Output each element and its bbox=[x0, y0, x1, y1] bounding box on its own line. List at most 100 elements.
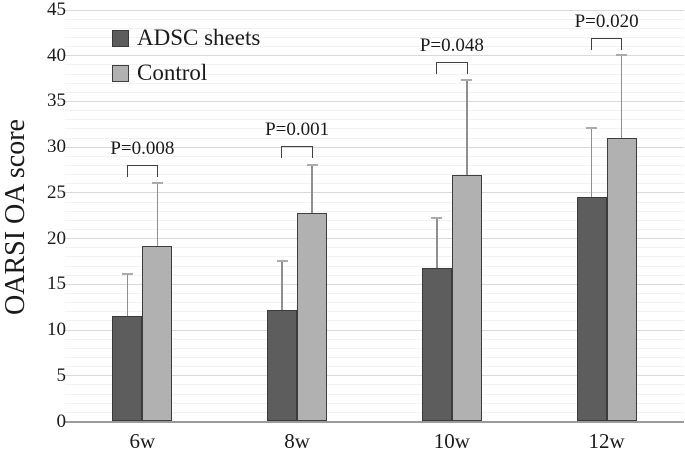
major-gridline bbox=[65, 329, 684, 331]
minor-gridline bbox=[65, 164, 684, 166]
error-bar-line bbox=[311, 165, 313, 213]
minor-gridline bbox=[65, 356, 684, 358]
minor-gridline bbox=[65, 347, 684, 349]
error-bar-cap bbox=[431, 216, 443, 219]
y-axis-tick-label: 30 bbox=[47, 136, 66, 158]
minor-gridline bbox=[65, 174, 684, 176]
major-gridline bbox=[65, 238, 684, 240]
significance-bracket-6w bbox=[126, 165, 159, 178]
legend: ADSC sheets Control bbox=[112, 25, 260, 86]
minor-gridline bbox=[65, 110, 684, 112]
minor-gridline bbox=[65, 219, 684, 221]
error-bar-line bbox=[466, 80, 468, 175]
minor-gridline bbox=[65, 302, 684, 304]
minor-gridline bbox=[65, 82, 684, 84]
legend-label: Control bbox=[137, 60, 208, 85]
y-axis-tick-label: 10 bbox=[47, 319, 66, 341]
minor-gridline bbox=[65, 320, 684, 322]
bar-adsc-sheets-6w bbox=[112, 316, 143, 422]
error-bar-cap bbox=[121, 273, 133, 276]
minor-gridline bbox=[65, 384, 684, 386]
y-axis-tick-label: 0 bbox=[56, 410, 67, 432]
bar-control-12w bbox=[606, 138, 637, 422]
legend-item-adsc-sheets: ADSC sheets bbox=[112, 25, 260, 51]
bar-adsc-sheets-12w bbox=[576, 196, 607, 422]
minor-gridline bbox=[65, 228, 684, 230]
minor-gridline bbox=[65, 265, 684, 267]
minor-gridline bbox=[65, 73, 684, 75]
y-axis-tick-label: 35 bbox=[47, 90, 66, 112]
error-bar-cap bbox=[276, 260, 288, 263]
minor-gridline bbox=[65, 128, 684, 130]
minor-gridline bbox=[65, 411, 684, 413]
legend-swatch-icon bbox=[112, 64, 129, 82]
major-gridline bbox=[65, 146, 684, 148]
legend-label: ADSC sheets bbox=[137, 25, 261, 50]
minor-gridline bbox=[65, 119, 684, 121]
error-bar-line bbox=[590, 127, 593, 197]
minor-gridline bbox=[65, 64, 684, 66]
minor-gridline bbox=[65, 201, 684, 203]
error-bar-line bbox=[436, 217, 438, 268]
p-value-label-6w: P=0.008 bbox=[110, 138, 175, 160]
p-value-label-12w: P=0.020 bbox=[574, 11, 639, 33]
y-axis-tick-label: 25 bbox=[47, 181, 66, 203]
minor-gridline bbox=[65, 36, 684, 38]
minor-gridline bbox=[65, 338, 684, 340]
minor-gridline bbox=[65, 18, 684, 20]
error-bar-cap bbox=[616, 53, 628, 56]
error-bar-cap bbox=[306, 164, 318, 167]
x-axis-tick-label-12w: 12w bbox=[588, 429, 625, 453]
error-bar-line bbox=[620, 54, 623, 138]
x-axis-line bbox=[65, 420, 684, 423]
minor-gridline bbox=[65, 292, 684, 294]
minor-gridline bbox=[65, 27, 684, 29]
significance-bracket-12w bbox=[590, 38, 623, 51]
significance-bracket-10w bbox=[436, 62, 468, 75]
x-axis-tick-label-8w: 8w bbox=[284, 429, 310, 453]
significance-bracket-8w bbox=[281, 146, 313, 159]
y-axis-title: OARSI OA score bbox=[0, 119, 31, 315]
error-bar-cap bbox=[151, 181, 163, 184]
minor-gridline bbox=[65, 137, 684, 139]
minor-gridline bbox=[65, 247, 684, 249]
minor-gridline bbox=[65, 210, 684, 212]
minor-gridline bbox=[65, 46, 684, 48]
bar-control-6w bbox=[142, 245, 173, 422]
minor-gridline bbox=[65, 91, 684, 93]
x-axis-tick-label-10w: 10w bbox=[433, 429, 470, 453]
minor-gridline bbox=[65, 274, 684, 276]
major-gridline bbox=[65, 375, 684, 377]
error-bar-line bbox=[281, 261, 283, 310]
major-gridline bbox=[65, 9, 684, 11]
bar-adsc-sheets-8w bbox=[267, 309, 298, 422]
major-gridline bbox=[65, 192, 684, 194]
error-bar-line bbox=[126, 274, 129, 317]
p-value-label-10w: P=0.048 bbox=[419, 35, 484, 57]
minor-gridline bbox=[65, 366, 684, 368]
error-bar-cap bbox=[586, 126, 598, 129]
minor-gridline bbox=[65, 256, 684, 258]
minor-gridline bbox=[65, 183, 684, 185]
bar-control-10w bbox=[451, 174, 482, 422]
minor-gridline bbox=[65, 311, 684, 313]
p-value-label-8w: P=0.001 bbox=[265, 119, 330, 141]
major-gridline bbox=[65, 100, 684, 102]
major-gridline bbox=[65, 283, 684, 285]
bar-control-8w bbox=[297, 213, 328, 422]
x-axis-tick-label-6w: 6w bbox=[129, 429, 156, 453]
bar-adsc-sheets-10w bbox=[421, 267, 452, 422]
error-bar-line bbox=[156, 182, 159, 246]
minor-gridline bbox=[65, 155, 684, 157]
y-axis-tick-label: 45 bbox=[47, 0, 66, 20]
major-gridline bbox=[65, 55, 684, 57]
legend-swatch-icon bbox=[112, 29, 129, 47]
error-bar-cap bbox=[461, 79, 473, 82]
y-axis-tick-label: 15 bbox=[47, 273, 66, 295]
y-axis-tick-label: 5 bbox=[56, 364, 67, 386]
minor-gridline bbox=[65, 393, 684, 395]
legend-item-control: Control bbox=[112, 60, 260, 86]
minor-gridline bbox=[65, 402, 684, 404]
y-axis-tick-label: 40 bbox=[47, 44, 66, 66]
